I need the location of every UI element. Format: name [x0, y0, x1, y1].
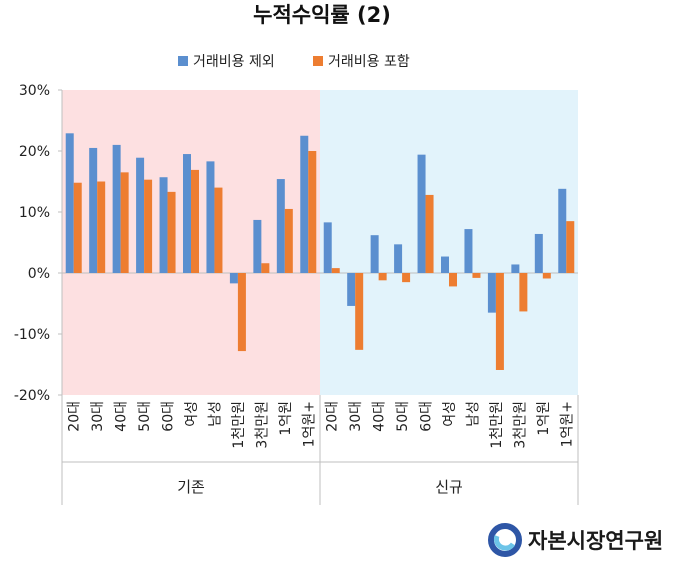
- bar-1-2-s2: [97, 181, 106, 273]
- brand-logo: 자본시장연구원: [488, 523, 663, 557]
- bar-1-3-s1: [112, 144, 121, 273]
- legend-label-1: 거래비용 제외: [193, 54, 275, 70]
- category-label: 1억원+: [301, 401, 317, 447]
- bar-2-10-s1: [534, 233, 543, 273]
- bar-2-3-s2: [378, 273, 387, 281]
- bar-1-1-s1: [65, 133, 74, 273]
- bar-2-1-s1: [323, 222, 332, 273]
- category-label: 30대: [90, 401, 106, 432]
- bar-2-5-s1: [417, 154, 426, 273]
- bar-2-10-s2: [542, 273, 551, 279]
- category-label: 1천만원: [231, 401, 247, 449]
- category-label: 1억원: [278, 401, 294, 436]
- bar-1-6-s2: [191, 169, 199, 273]
- brand-name: 자본시장연구원: [528, 529, 663, 553]
- y-tick-label: -20%: [14, 388, 50, 404]
- y-tick-label: 20%: [19, 144, 50, 160]
- bar-2-7-s1: [464, 229, 473, 273]
- category-label: 여성: [184, 401, 200, 427]
- category-label: 50대: [395, 401, 411, 432]
- bar-1-10-s2: [284, 208, 293, 273]
- y-tick-label: 0%: [28, 266, 50, 282]
- bar-2-8-s2: [495, 273, 504, 370]
- bar-1-8-s2: [237, 273, 246, 352]
- y-tick-label: -10%: [14, 327, 50, 343]
- category-label: 20대: [325, 401, 341, 432]
- category-label: 50대: [137, 401, 153, 432]
- bar-2-6-s1: [441, 256, 449, 273]
- bar-1-11-s2: [308, 151, 317, 273]
- bar-2-11-s1: [558, 188, 567, 273]
- y-tick-label: 30%: [19, 83, 50, 99]
- legend-swatch-1: [178, 56, 188, 66]
- bar-1-4-s2: [144, 179, 153, 273]
- bar-1-11-s1: [300, 135, 309, 273]
- category-label: 1천만원: [489, 401, 505, 449]
- category-label: 20대: [67, 401, 83, 432]
- legend-swatch-2: [313, 56, 323, 66]
- bar-1-6-s1: [183, 154, 191, 273]
- category-label: 남성: [207, 401, 223, 427]
- bar-2-5-s2: [425, 194, 434, 273]
- group-label-1: 기존: [177, 478, 205, 496]
- category-label: 1억원: [536, 401, 552, 436]
- bar-2-4-s2: [402, 273, 411, 283]
- bar-1-7-s1: [206, 161, 215, 273]
- category-label: 여성: [442, 401, 458, 427]
- category-label: 60대: [419, 401, 435, 432]
- legend: 거래비용 제외 거래비용 포함: [178, 54, 410, 70]
- bar-1-3-s2: [120, 172, 129, 273]
- bar-2-7-s2: [472, 273, 481, 278]
- bar-1-8-s1: [229, 273, 238, 284]
- bar-1-2-s1: [89, 147, 98, 273]
- bar-1-10-s1: [276, 179, 285, 273]
- logo-ring-icon: [488, 523, 522, 557]
- bar-1-9-s1: [253, 219, 262, 273]
- category-label: 남성: [465, 401, 481, 427]
- bar-2-2-s1: [347, 273, 356, 306]
- bar-2-9-s1: [511, 264, 520, 273]
- y-tick-label: 10%: [19, 205, 50, 221]
- bar-1-5-s2: [167, 191, 176, 273]
- category-label: 40대: [114, 401, 130, 432]
- bar-2-11-s2: [566, 221, 575, 273]
- bar-1-7-s2: [214, 187, 223, 273]
- bar-2-1-s2: [331, 268, 340, 273]
- bar-2-2-s2: [355, 273, 364, 350]
- bar-1-9-s2: [261, 263, 270, 273]
- category-label: 60대: [161, 401, 177, 432]
- group-label-2: 신규: [435, 478, 463, 496]
- bar-1-5-s1: [159, 177, 168, 273]
- category-label: 3천만원: [254, 401, 270, 449]
- category-label: 3천만원: [512, 401, 528, 449]
- category-label: 30대: [348, 401, 364, 432]
- bar-2-4-s1: [394, 244, 403, 273]
- bar-2-3-s1: [370, 235, 379, 273]
- category-label: 40대: [372, 401, 388, 432]
- bar-2-8-s1: [487, 273, 496, 313]
- bar-1-1-s2: [73, 182, 82, 273]
- bar-2-9-s2: [519, 273, 528, 312]
- bar-2-6-s2: [449, 273, 457, 287]
- bar-1-4-s1: [136, 157, 145, 273]
- category-label: 1억원+: [559, 401, 575, 447]
- legend-label-2: 거래비용 포함: [328, 54, 410, 70]
- chart-title: 누적수익률 (2): [253, 3, 391, 27]
- logo-swoosh-icon: [493, 535, 516, 551]
